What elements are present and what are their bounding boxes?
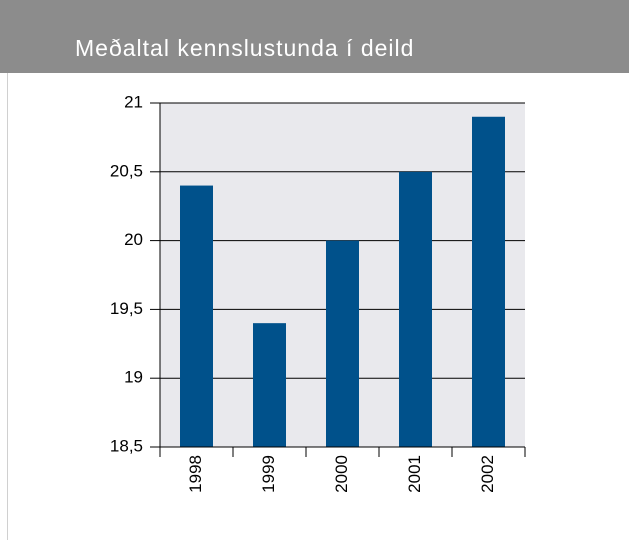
y-tick-label: 21 xyxy=(124,92,143,111)
bar xyxy=(399,171,432,448)
bar xyxy=(472,116,505,447)
bar xyxy=(253,323,286,447)
x-tick-label: 1998 xyxy=(186,455,205,493)
bar xyxy=(326,240,359,447)
x-tick-label: 2001 xyxy=(405,455,424,493)
y-tick-label: 20,5 xyxy=(110,161,143,180)
y-tick-label: 20 xyxy=(124,230,143,249)
y-tick-label: 18,5 xyxy=(110,436,143,455)
x-tick-label: 2002 xyxy=(478,455,497,493)
y-tick-label: 19,5 xyxy=(110,299,143,318)
x-tick-label: 1999 xyxy=(259,455,278,493)
x-tick-label: 2000 xyxy=(332,455,351,493)
chart-title: Meðaltal kennslustunda í deild xyxy=(75,35,414,61)
y-tick-label: 19 xyxy=(124,368,143,387)
header-band xyxy=(0,0,629,73)
bar xyxy=(180,185,213,447)
